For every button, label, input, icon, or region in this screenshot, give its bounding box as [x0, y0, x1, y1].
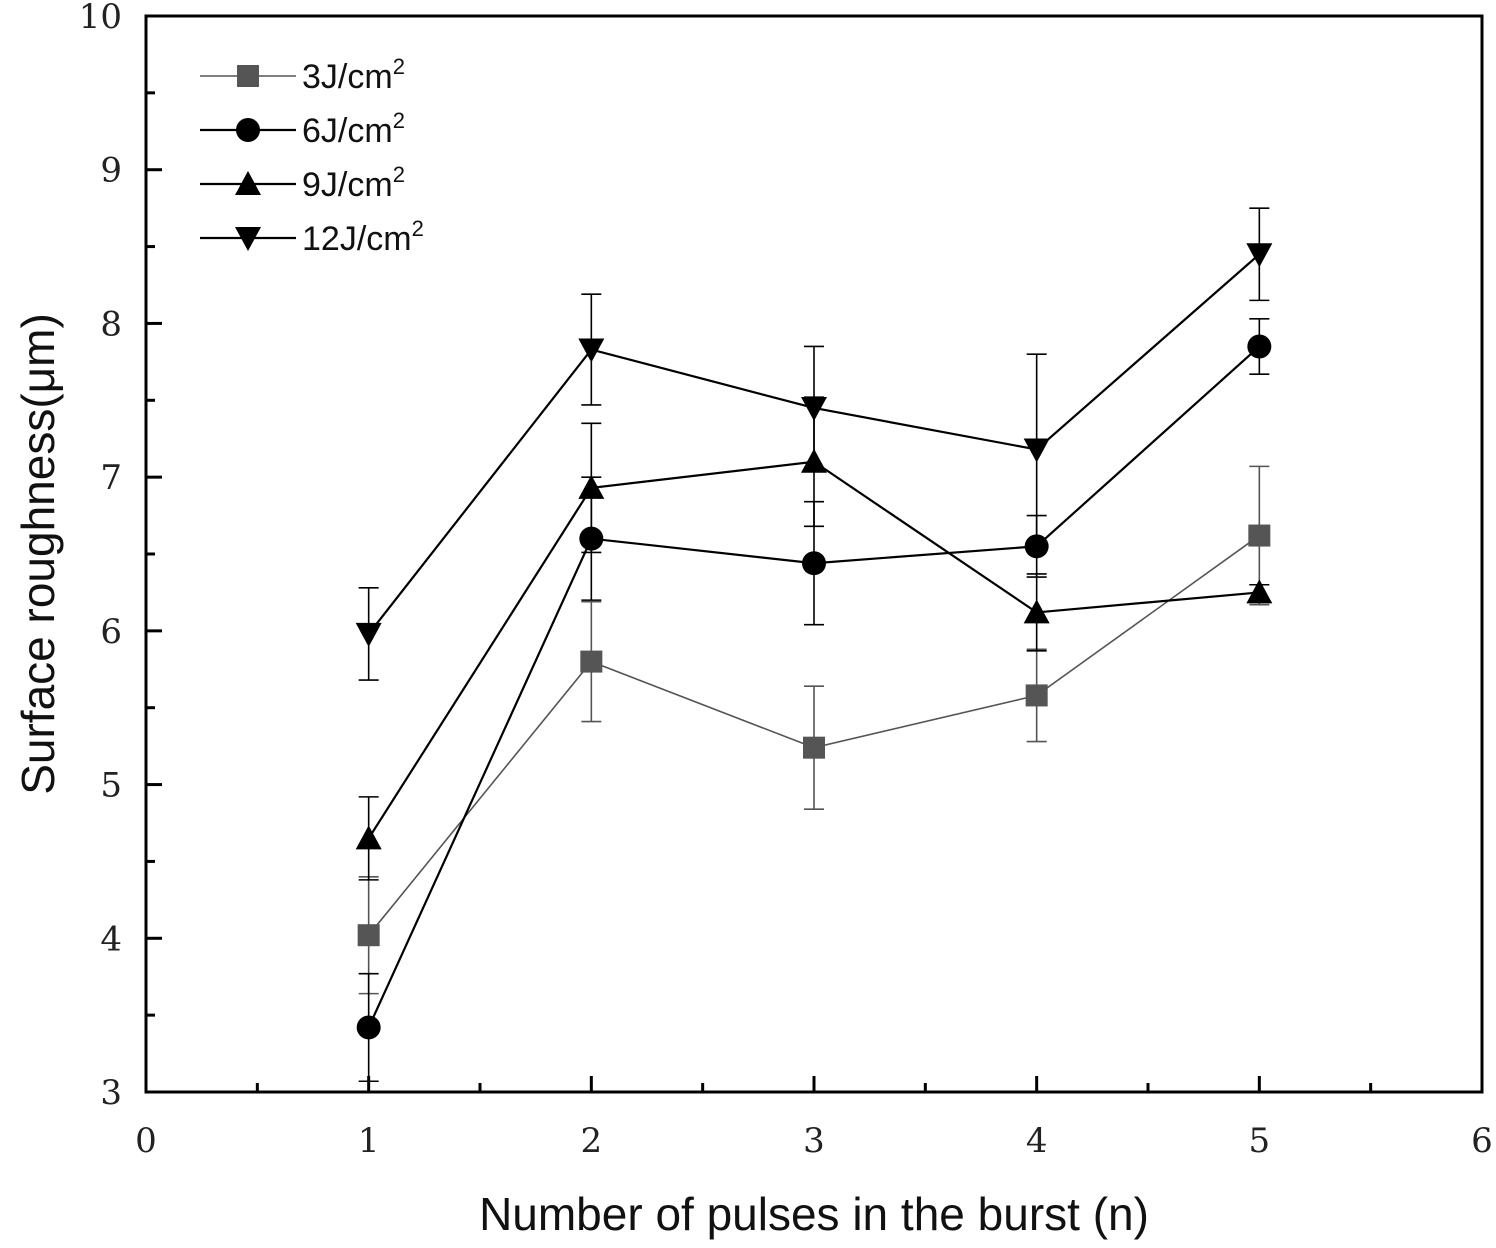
legend-label-superscript: 2 — [393, 162, 405, 187]
data-point — [1024, 534, 1049, 559]
data-point — [1023, 599, 1050, 624]
y-tick-label: 9 — [100, 151, 122, 191]
data-point — [803, 736, 825, 759]
y-tick-label: 3 — [100, 1073, 122, 1113]
legend-label-superscript: 2 — [393, 54, 405, 79]
series-markers — [355, 243, 1273, 1040]
x-tick-label: 6 — [1471, 1121, 1493, 1161]
y-tick-label: 6 — [100, 612, 122, 652]
data-point — [578, 474, 605, 499]
data-point — [1023, 438, 1050, 463]
y-tick-label: 8 — [100, 304, 122, 344]
axis-ticks — [144, 14, 1484, 1094]
x-axis-title: Number of pulses in the burst (n) — [479, 1188, 1149, 1240]
legend-label: 6J/cm2 — [302, 108, 405, 150]
x-tick-labels: 0 1 2 3 4 5 6 — [135, 1121, 1493, 1161]
legend-label: 3J/cm2 — [302, 54, 405, 96]
x-tick-label: 5 — [1249, 1121, 1271, 1161]
y-tick-label: 4 — [100, 919, 122, 959]
legend-marker — [237, 65, 259, 87]
data-point — [801, 448, 827, 473]
y-tick-label: 5 — [100, 766, 122, 806]
y-tick-label: 7 — [100, 458, 122, 498]
legend-item: 12J/cm2 — [200, 216, 424, 258]
x-tick-label: 1 — [358, 1121, 380, 1161]
legend-label: 12J/cm2 — [302, 216, 424, 258]
data-point — [355, 622, 382, 647]
legend-marker — [235, 171, 261, 195]
data-point — [357, 924, 380, 947]
x-tick-label: 3 — [803, 1121, 825, 1161]
y-tick-label: 10 — [79, 0, 122, 37]
data-point — [578, 338, 605, 363]
data-point — [802, 551, 826, 576]
data-point — [356, 1015, 381, 1040]
data-point — [580, 650, 603, 673]
data-point — [579, 526, 604, 551]
x-tick-label: 0 — [135, 1121, 157, 1161]
legend-item: 9J/cm2 — [200, 162, 405, 204]
data-point — [801, 396, 827, 421]
legend-label-superscript: 2 — [393, 108, 405, 133]
legend: 3J/cm2 6J/cm2 9J/cm2 12J/cm2 — [200, 54, 424, 258]
data-point — [1025, 684, 1048, 707]
y-tick-labels: 3 4 5 6 7 8 9 10 — [79, 0, 122, 1113]
data-point — [1248, 524, 1271, 547]
data-point — [1246, 579, 1273, 604]
legend-marker — [236, 118, 260, 142]
legend-marker — [235, 227, 261, 251]
data-point — [355, 825, 382, 850]
legend-label: 9J/cm2 — [302, 162, 405, 204]
data-point — [1247, 334, 1272, 359]
data-point — [1246, 243, 1273, 268]
error-bars — [358, 207, 1270, 1083]
x-tick-label: 2 — [581, 1121, 603, 1161]
legend-item: 6J/cm2 — [200, 108, 405, 150]
y-axis-title: Surface roughness(μm) — [12, 313, 64, 795]
x-tick-label: 4 — [1026, 1121, 1048, 1161]
legend-label-superscript: 2 — [412, 216, 424, 241]
legend-item: 3J/cm2 — [200, 54, 405, 96]
